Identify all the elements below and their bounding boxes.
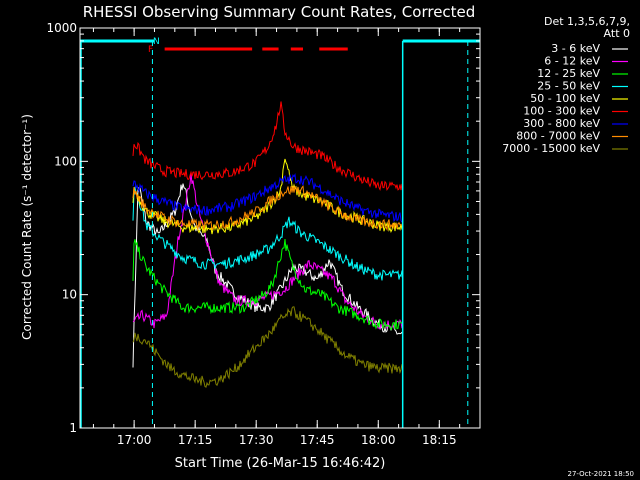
x-tick-label: 17:45	[300, 433, 335, 447]
legend-label-3: 25 - 50 keV	[537, 80, 600, 93]
y-tick-label: 10	[62, 288, 77, 302]
plot-frame	[79, 27, 481, 429]
series-line-1	[132, 173, 403, 331]
legend-label-5: 100 - 300 keV	[523, 105, 600, 118]
legend-label-7: 800 - 7000 keV	[516, 130, 600, 143]
series-group	[132, 101, 403, 388]
chart-title: RHESSI Observing Summary Count Rates, Co…	[83, 3, 476, 21]
legend-header-line-1: Det 1,3,5,6,7,9,	[544, 15, 630, 28]
night-flag-label: N	[153, 37, 160, 47]
x-tick-label: 18:15	[422, 433, 457, 447]
x-axis-label: Start Time (26-Mar-15 16:46:42)	[175, 456, 386, 471]
footer-date: 27-Oct-2021 18:50	[568, 470, 634, 478]
series-line-0	[132, 183, 403, 368]
y-axis-label: Corrected Count Rate (s⁻¹ detector⁻¹)	[20, 114, 34, 340]
series-line-6	[132, 172, 403, 223]
y-tick-label: 1000	[46, 21, 77, 35]
legend-label-4: 50 - 100 keV	[530, 92, 600, 105]
legend-label-1: 6 - 12 keV	[544, 55, 600, 68]
x-tick-label: 18:00	[361, 433, 396, 447]
legend-label-2: 12 - 25 keV	[537, 67, 600, 80]
series-line-2	[132, 239, 403, 331]
x-tick-label: 17:30	[239, 433, 274, 447]
legend-label-6: 300 - 800 keV	[523, 117, 600, 130]
legend-label-0: 3 - 6 keV	[551, 42, 600, 55]
series-line-8	[132, 306, 403, 388]
series-line-5	[132, 101, 403, 192]
flare-flag-label: F	[148, 45, 153, 55]
y-tick-label: 1	[69, 421, 77, 435]
series-line-3	[132, 185, 403, 281]
legend-label-8: 7000 - 15000 keV	[502, 142, 600, 155]
legend-header-line-2: Att 0	[604, 27, 630, 40]
y-tick-label: 100	[54, 154, 77, 168]
x-tick-label: 17:15	[178, 433, 213, 447]
x-tick-label: 17:00	[117, 433, 152, 447]
series-line-7	[132, 185, 403, 232]
